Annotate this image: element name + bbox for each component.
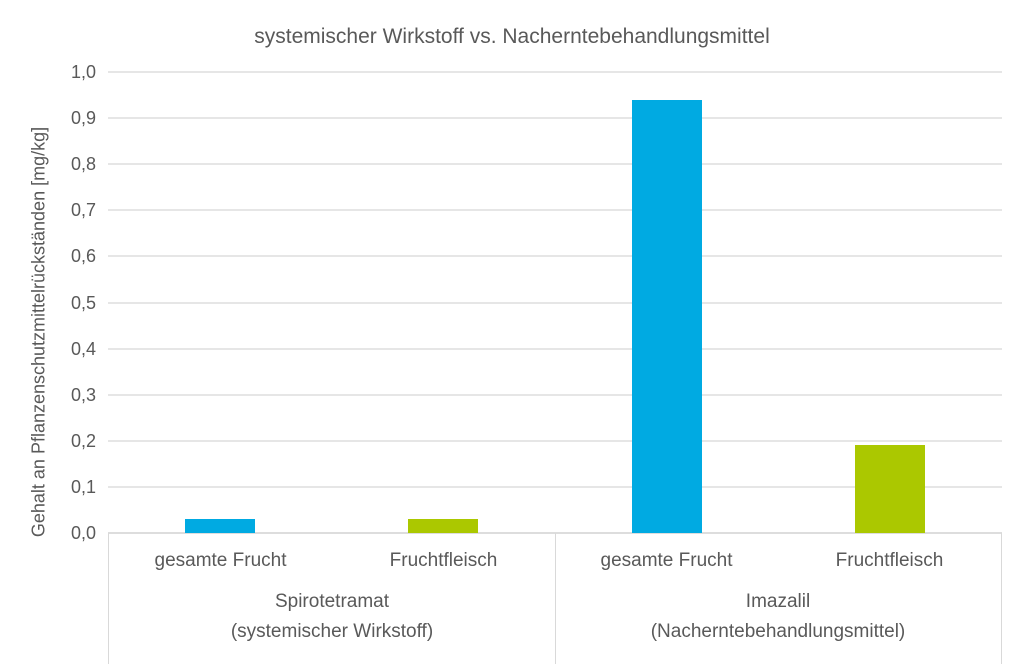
bar-imazalil-gesamte-frucht	[632, 99, 702, 533]
y-tick-label: 0,4	[70, 338, 96, 359]
y-axis-title: Gehalt an Pflanzenschutzmittelrückstände…	[28, 126, 49, 538]
category-label-row: gesamte Frucht Fruchtfleisch gesamte Fruch…	[109, 549, 1001, 573]
category-axis-box: gesamte Frucht Fruchtfleisch gesamte Fruch…	[108, 533, 1002, 664]
y-tick-label: 0,1	[70, 476, 96, 497]
category-label: gesamte Frucht	[600, 550, 733, 571]
gridline	[108, 439, 1002, 442]
category-label: Fruchtfleisch	[835, 550, 944, 571]
category-label: gesamte Frucht	[154, 550, 287, 571]
y-tick-label: 0,7	[70, 200, 96, 221]
group-label-line2: (Nacherntebehandlungsmittel)	[650, 621, 906, 642]
group-label-spirotetramat: Spirotetramat (systemischer Wirkstoff)	[109, 587, 555, 647]
bar-spirotetramat-fruchtfleisch	[408, 519, 478, 533]
gridline	[108, 393, 1002, 396]
gridline	[108, 255, 1002, 258]
group-label-line1: Imazalil	[745, 591, 811, 612]
group-separator-line	[555, 533, 556, 664]
y-tick-label: 0,9	[70, 108, 96, 129]
y-tick-label: 1,0	[70, 62, 96, 82]
y-tick-label: 0,0	[70, 523, 96, 543]
gridline	[108, 163, 1002, 166]
gridline	[108, 209, 1002, 212]
y-tick-label: 0,8	[70, 154, 96, 175]
group-label-line1: Spirotetramat	[274, 591, 390, 612]
chart-title: systemischer Wirkstoff vs. Nacherntebeha…	[254, 25, 770, 48]
y-tick-label: 0,6	[70, 246, 96, 267]
gridline	[108, 485, 1002, 488]
group-label-line2: (systemischer Wirkstoff)	[230, 621, 434, 642]
y-tick-label: 0,3	[70, 384, 96, 405]
bar-imazalil-fruchtfleisch	[855, 445, 925, 533]
group-label-imazalil: Imazalil (Nacherntebehandlungsmittel)	[555, 587, 1001, 647]
gridline	[108, 301, 1002, 304]
gridline	[108, 71, 1002, 73]
gridline	[108, 347, 1002, 350]
y-tick-label: 0,2	[70, 430, 96, 451]
gridline	[108, 117, 1002, 120]
category-label: Fruchtfleisch	[389, 550, 498, 571]
y-tick-label: 0,5	[70, 292, 96, 313]
plot-area	[108, 71, 1002, 534]
bar-spirotetramat-gesamte-frucht	[185, 519, 255, 533]
